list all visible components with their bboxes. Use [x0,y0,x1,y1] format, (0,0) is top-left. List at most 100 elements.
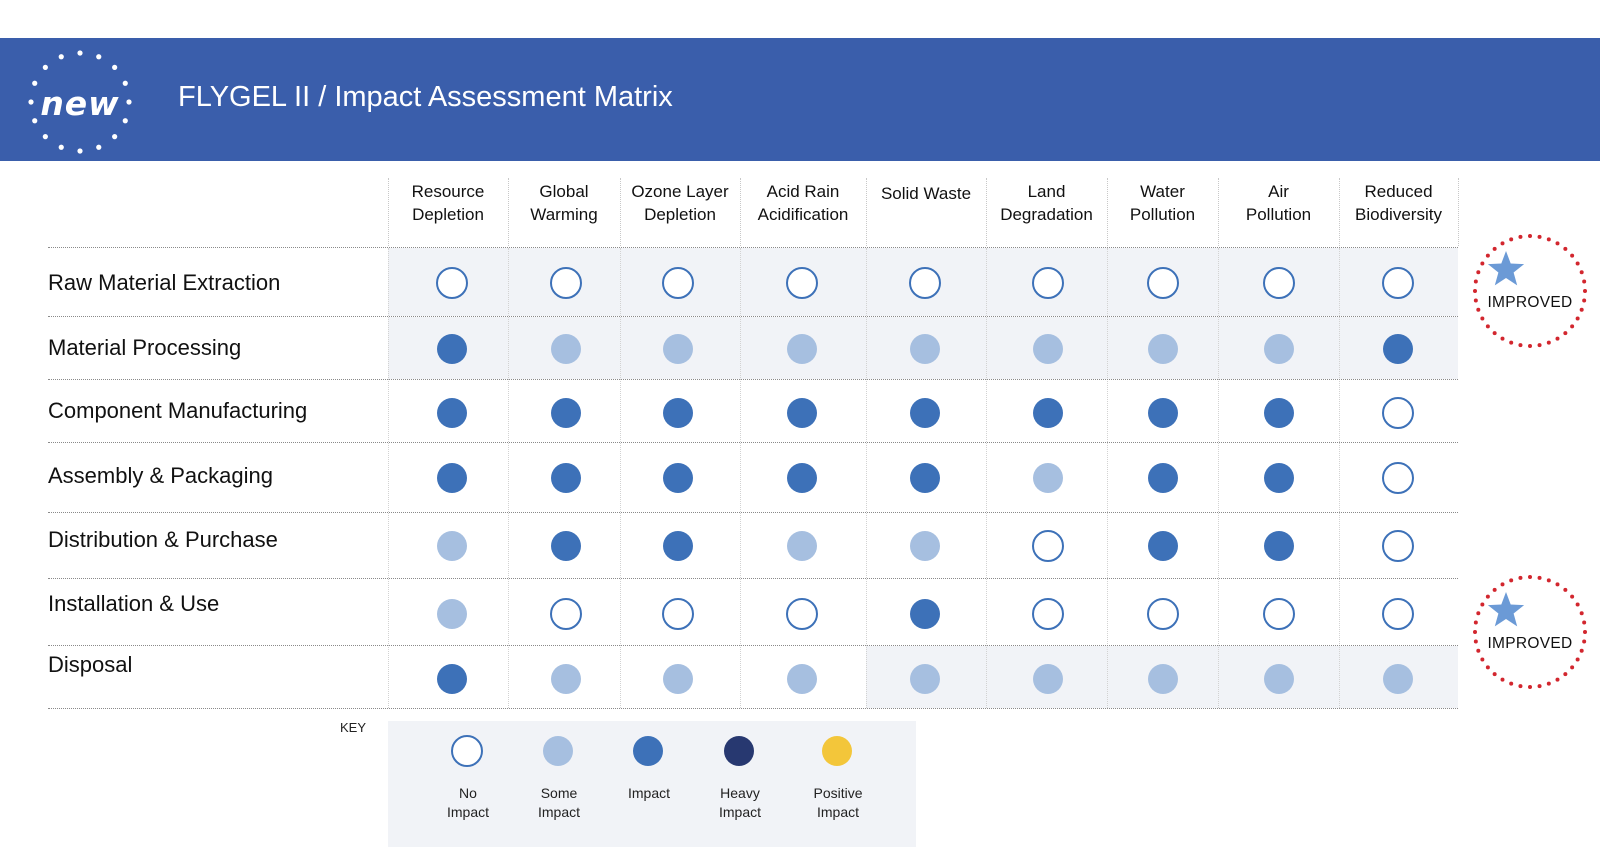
row-label: Disposal [48,652,133,677]
impact-dot-impact [663,398,693,428]
column-separator [740,178,741,246]
badge-ring-dot [96,144,102,150]
impact-dot-impact [1264,398,1294,428]
column-separator [1218,178,1219,246]
impact-dot-none [1382,530,1414,562]
star-icon [1487,251,1525,286]
improved-ring-dot [1528,234,1532,238]
impact-dot-impact [1148,398,1178,428]
improved-ring-dot [1579,648,1584,653]
legend-item-some: Some Impact [514,721,604,847]
impact-dot-some [787,531,817,561]
improved-ring-dot [1570,594,1575,599]
badge-ring-dot [112,64,118,70]
legend-item-line: Impact [816,804,859,820]
improved-ring-dot [1563,587,1568,592]
badge-ring-dot [32,118,38,124]
impact-dot-impact [1383,334,1413,364]
row-label: Component Manufacturing [48,398,308,423]
impact-dot-impact [551,531,581,561]
cell-separator [1107,248,1108,708]
impact-dot-impact [663,463,693,493]
row-divider [48,512,1458,513]
improved-ring-dot [1555,336,1560,341]
improved-ring-dot [1485,594,1490,599]
badge-ring-dot [42,64,48,70]
row-divider [48,578,1458,579]
impact-dot-none [436,267,468,299]
improved-ring-dot [1555,677,1560,682]
impact-dot-none [1382,462,1414,494]
improved-ring-dot [1476,307,1481,312]
impact-dot-some [437,599,467,629]
column-separator [620,178,621,246]
row-divider [48,708,1458,709]
column-header-line: Depletion [412,205,484,224]
badge-ring-dot [126,99,132,105]
column-header: Ozone Layer Depletion [620,180,740,226]
impact-dot-impact [1264,531,1294,561]
impact-dot-some [551,664,581,694]
page-header: new FLYGEL II / Impact Assessment Matrix [0,38,1600,161]
impact-dot-impact [1264,463,1294,493]
improved-ring-dot [1537,575,1542,580]
improved-badge: IMPROVED [1471,232,1589,350]
improved-ring-dot [1575,316,1580,321]
row-label: Assembly & Packaging [48,463,273,488]
legend-item-line: Some [540,785,578,801]
legend-item-line: Impact [718,804,761,820]
column-header: Resource Depletion [388,180,508,226]
column-separator [388,178,389,246]
column-header: Acid Rain Acidification [740,180,866,226]
improved-ring-dot [1563,246,1568,251]
improved-ring-dot [1509,681,1514,686]
column-separator [1458,178,1459,246]
impact-dot-some [1383,664,1413,694]
badge-ring-dot [77,148,83,154]
column-header-line: Land [1027,182,1066,201]
improved-ring-dot [1480,316,1485,321]
improved-ring-dot [1492,246,1497,251]
impact-dot-impact [910,599,940,629]
improved-ring-dot [1537,684,1542,689]
legend-key: No Impact Some Impact Impact Heavy Impact Posit… [388,721,916,847]
impact-dot-impact [437,398,467,428]
legend-dot-some [543,736,573,766]
improved-ring-dot [1528,685,1532,689]
impact-dot-impact [437,334,467,364]
legend-item-impact: Impact [604,721,694,847]
key-label: KEY [340,720,367,735]
improved-ring-dot [1546,578,1551,583]
column-header-line: Solid Waste [880,184,972,203]
new-badge-text: new [40,84,120,123]
column-header-line: Air [1268,182,1289,201]
improved-ring-dot [1473,639,1478,644]
impact-dot-impact [551,398,581,428]
improved-ring-dot [1480,261,1485,266]
impact-dot-some [910,664,940,694]
badge-ring-dot [32,80,38,86]
new-badge: new [24,46,136,158]
column-header-line: Pollution [1245,205,1312,224]
impact-dot-none [786,267,818,299]
legend-item-line: Impact [446,804,489,820]
column-header-line: Degradation [1000,205,1093,224]
improved-ring-dot [1546,340,1551,345]
column-header: Land Degradation [986,180,1107,226]
impact-dot-some [910,531,940,561]
impact-dot-some [1148,334,1178,364]
cell-separator [388,248,389,708]
impact-dot-some [663,334,693,364]
impact-dot-impact [910,463,940,493]
impact-dot-some [787,664,817,694]
improved-ring-dot [1509,340,1514,345]
column-header-line: Acidification [757,205,849,224]
improved-ring-dot [1492,587,1497,592]
cell-separator [866,248,867,708]
improved-ring-dot [1480,657,1485,662]
improved-ring-dot [1528,575,1532,579]
row-label: Distribution & Purchase [48,527,278,552]
improved-ring-dot [1473,298,1478,303]
impact-dot-impact [1148,463,1178,493]
improved-ring-dot [1579,307,1584,312]
